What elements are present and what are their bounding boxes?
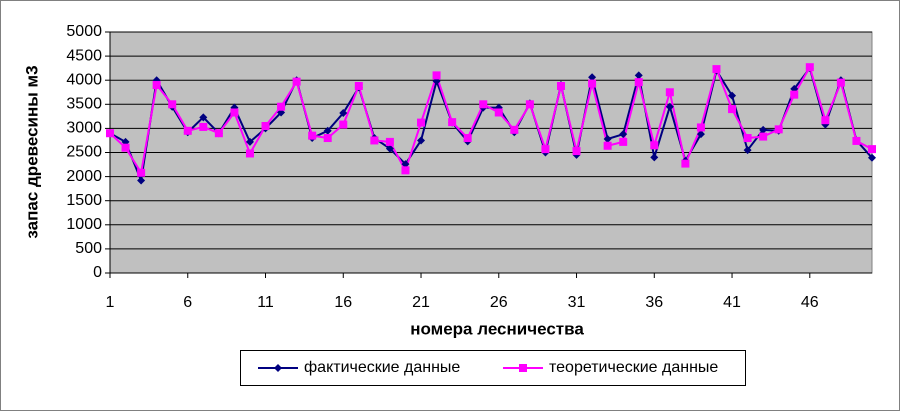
data-point (245, 137, 254, 146)
data-point (339, 108, 348, 117)
data-point (836, 78, 845, 87)
data-point (106, 129, 114, 138)
data-point (696, 130, 705, 139)
data-point (339, 120, 348, 129)
data-point (665, 102, 674, 111)
data-point (121, 143, 130, 152)
data-point (634, 71, 643, 80)
data-point (261, 121, 270, 130)
data-point (385, 144, 394, 153)
data-point (385, 137, 394, 146)
data-point (230, 108, 239, 117)
data-point (868, 145, 876, 154)
data-point (137, 176, 146, 185)
data-point (681, 159, 690, 168)
data-point (728, 91, 737, 100)
data-point (417, 136, 426, 145)
legend (240, 350, 746, 386)
data-point (277, 102, 286, 111)
data-point (417, 118, 426, 127)
data-point (790, 90, 799, 99)
y-tick-label: 2500 (66, 144, 102, 161)
data-point (712, 65, 721, 74)
x-tick-label: 6 (183, 294, 192, 311)
data-point (821, 116, 830, 125)
data-point (805, 63, 814, 72)
y-tick-label: 3500 (66, 96, 102, 113)
x-tick-label: 16 (334, 294, 352, 311)
data-point (510, 125, 519, 134)
legend-label: теоретические данные (549, 359, 718, 376)
x-tick-label: 31 (568, 294, 586, 311)
y-tick-label: 4000 (66, 71, 102, 88)
legend-label: фактические данные (304, 359, 460, 376)
data-point (743, 146, 752, 155)
x-axis-label: номера лесничества (410, 319, 584, 338)
data-point (759, 125, 768, 134)
data-point (556, 81, 565, 90)
x-tick-label: 36 (645, 294, 663, 311)
data-point (665, 88, 674, 97)
data-point (199, 122, 208, 131)
y-tick-label: 500 (75, 240, 102, 257)
data-point (728, 105, 737, 114)
x-tick-label: 21 (412, 294, 430, 311)
data-point (603, 141, 612, 150)
data-point (759, 132, 768, 141)
legend-swatch-marker (519, 364, 527, 372)
y-tick-label: 1000 (66, 216, 102, 233)
data-point (245, 149, 254, 158)
data-point (619, 130, 628, 139)
data-point (137, 168, 146, 177)
data-point (774, 125, 783, 134)
data-point (619, 137, 628, 146)
data-point (448, 118, 457, 127)
x-tick-label: 1 (106, 294, 115, 311)
y-tick-label: 1500 (66, 192, 102, 209)
data-point (696, 123, 705, 132)
y-tick-label: 0 (93, 264, 102, 281)
data-point (588, 73, 597, 82)
x-tick-label: 46 (801, 294, 819, 311)
data-point (572, 147, 581, 156)
data-point (650, 153, 659, 162)
data-point (432, 71, 441, 80)
data-point (634, 78, 643, 87)
y-tick-label: 3000 (66, 120, 102, 137)
y-axis-label: запас древесины м3 (22, 65, 41, 238)
data-point (152, 81, 161, 90)
data-point (852, 136, 861, 145)
data-point (494, 108, 503, 117)
data-point (525, 100, 534, 109)
data-point (214, 129, 223, 138)
x-tick-label: 11 (257, 294, 274, 311)
data-point (323, 126, 332, 135)
data-point (199, 113, 208, 122)
data-point (183, 126, 192, 135)
data-point (743, 134, 752, 143)
data-point (463, 134, 472, 143)
data-point (479, 100, 488, 109)
x-tick-label: 41 (723, 294, 741, 311)
data-point (401, 160, 410, 169)
data-point (168, 100, 177, 109)
data-point (401, 166, 410, 175)
data-point (868, 153, 876, 162)
data-point (603, 135, 612, 144)
legend-swatch-marker (274, 364, 282, 372)
data-point (323, 134, 332, 143)
data-point (541, 145, 550, 154)
data-point (292, 77, 301, 86)
data-point (308, 131, 317, 140)
y-tick-label: 4500 (66, 47, 102, 64)
data-point (650, 141, 659, 150)
data-point (370, 136, 379, 145)
data-point (588, 79, 597, 88)
data-point (354, 81, 363, 90)
series-line (109, 64, 873, 176)
y-tick-label: 5000 (66, 23, 102, 40)
y-tick-label: 2000 (66, 168, 102, 185)
x-tick-label: 26 (490, 294, 508, 311)
